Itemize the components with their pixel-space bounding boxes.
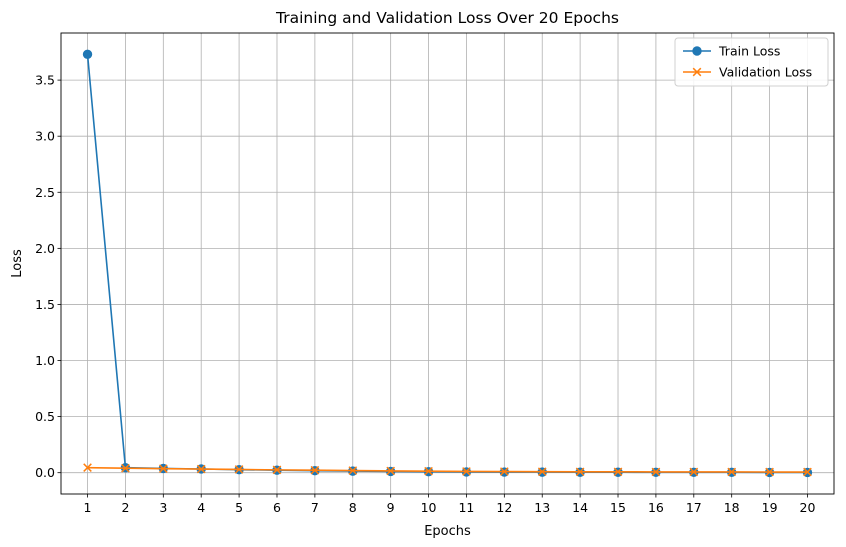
x-tick-label: 8 <box>349 500 357 515</box>
legend-marker-validation <box>692 67 702 77</box>
validation-point <box>462 467 471 476</box>
validation-point <box>196 464 206 474</box>
x-tick-label: 6 <box>273 500 281 515</box>
legend-label-validation: Validation Loss <box>719 65 812 80</box>
validation-point <box>348 466 358 475</box>
x-tick-label: 12 <box>496 500 512 515</box>
validation-point <box>575 467 585 477</box>
validation-point <box>83 463 92 472</box>
x-tick-label: 2 <box>121 500 129 515</box>
x-tick-label: 11 <box>458 500 474 515</box>
validation-point <box>613 467 623 477</box>
validation-point <box>500 467 509 476</box>
legend-box <box>674 37 829 87</box>
x-tick-label: 16 <box>648 500 664 515</box>
chart-title: Training and Validation Loss Over 20 Epo… <box>275 9 619 27</box>
validation-point <box>727 467 737 477</box>
legend-marker-shape <box>692 46 702 56</box>
x-axis-ticks: 1 2 3 4 5 6 7 8 9 10 11 12 13 14 15 16 17 18 19 20 <box>84 494 816 515</box>
y-tick-label: 2.5 <box>35 185 55 200</box>
data-series <box>82 49 813 478</box>
x-axis-label: Epochs <box>424 524 471 539</box>
x-tick-label: 7 <box>311 500 319 515</box>
x-tick-label: 1 <box>84 500 92 515</box>
y-axis-ticks: 0.0 0.5 1.0 1.5 2.0 2.5 3.0 3.5 <box>35 73 61 480</box>
validation-point <box>689 467 699 477</box>
x-tick-label: 3 <box>159 500 167 515</box>
validation-point <box>386 466 395 476</box>
plot-frame <box>60 32 835 495</box>
y-tick-label: 2.0 <box>35 241 55 256</box>
x-tick-label: 5 <box>235 500 243 515</box>
validation-point <box>537 467 547 477</box>
grid-lines <box>61 33 834 494</box>
x-tick-label: 10 <box>421 500 437 515</box>
series-line <box>87 466 808 473</box>
y-tick-label: 3.5 <box>35 73 55 88</box>
validation-point <box>158 464 168 473</box>
x-tick-label: 13 <box>534 500 550 515</box>
x-tick-label: 19 <box>762 500 778 515</box>
validation-point <box>424 466 433 476</box>
legend-marker-train <box>692 46 702 56</box>
x-tick-label: 15 <box>610 500 626 515</box>
legend: Train Loss Validation Loss <box>674 37 829 87</box>
validation-point <box>121 463 130 473</box>
legend-marker-shape <box>692 67 702 77</box>
x-tick-label: 9 <box>387 500 395 515</box>
x-tick-label: 20 <box>800 500 816 515</box>
y-tick-label: 1.5 <box>35 297 55 312</box>
validation-point <box>765 467 774 477</box>
x-tick-label: 14 <box>572 500 588 515</box>
validation-point <box>272 465 282 475</box>
validation-point <box>310 465 320 475</box>
validation-point <box>803 467 812 477</box>
train-point <box>82 49 93 60</box>
x-tick-label: 18 <box>724 500 740 515</box>
y-tick-label: 0.0 <box>35 465 55 480</box>
y-tick-label: 3.0 <box>35 129 55 144</box>
y-axis-label: Loss <box>10 249 25 278</box>
x-tick-label: 17 <box>686 500 702 515</box>
y-tick-label: 0.5 <box>35 409 55 424</box>
validation-point <box>234 465 244 474</box>
series-validation <box>83 463 812 477</box>
validation-point <box>651 467 661 477</box>
y-tick-label: 1.0 <box>35 353 55 368</box>
x-tick-label: 4 <box>197 500 205 515</box>
legend-label-train: Train Loss <box>718 44 780 59</box>
